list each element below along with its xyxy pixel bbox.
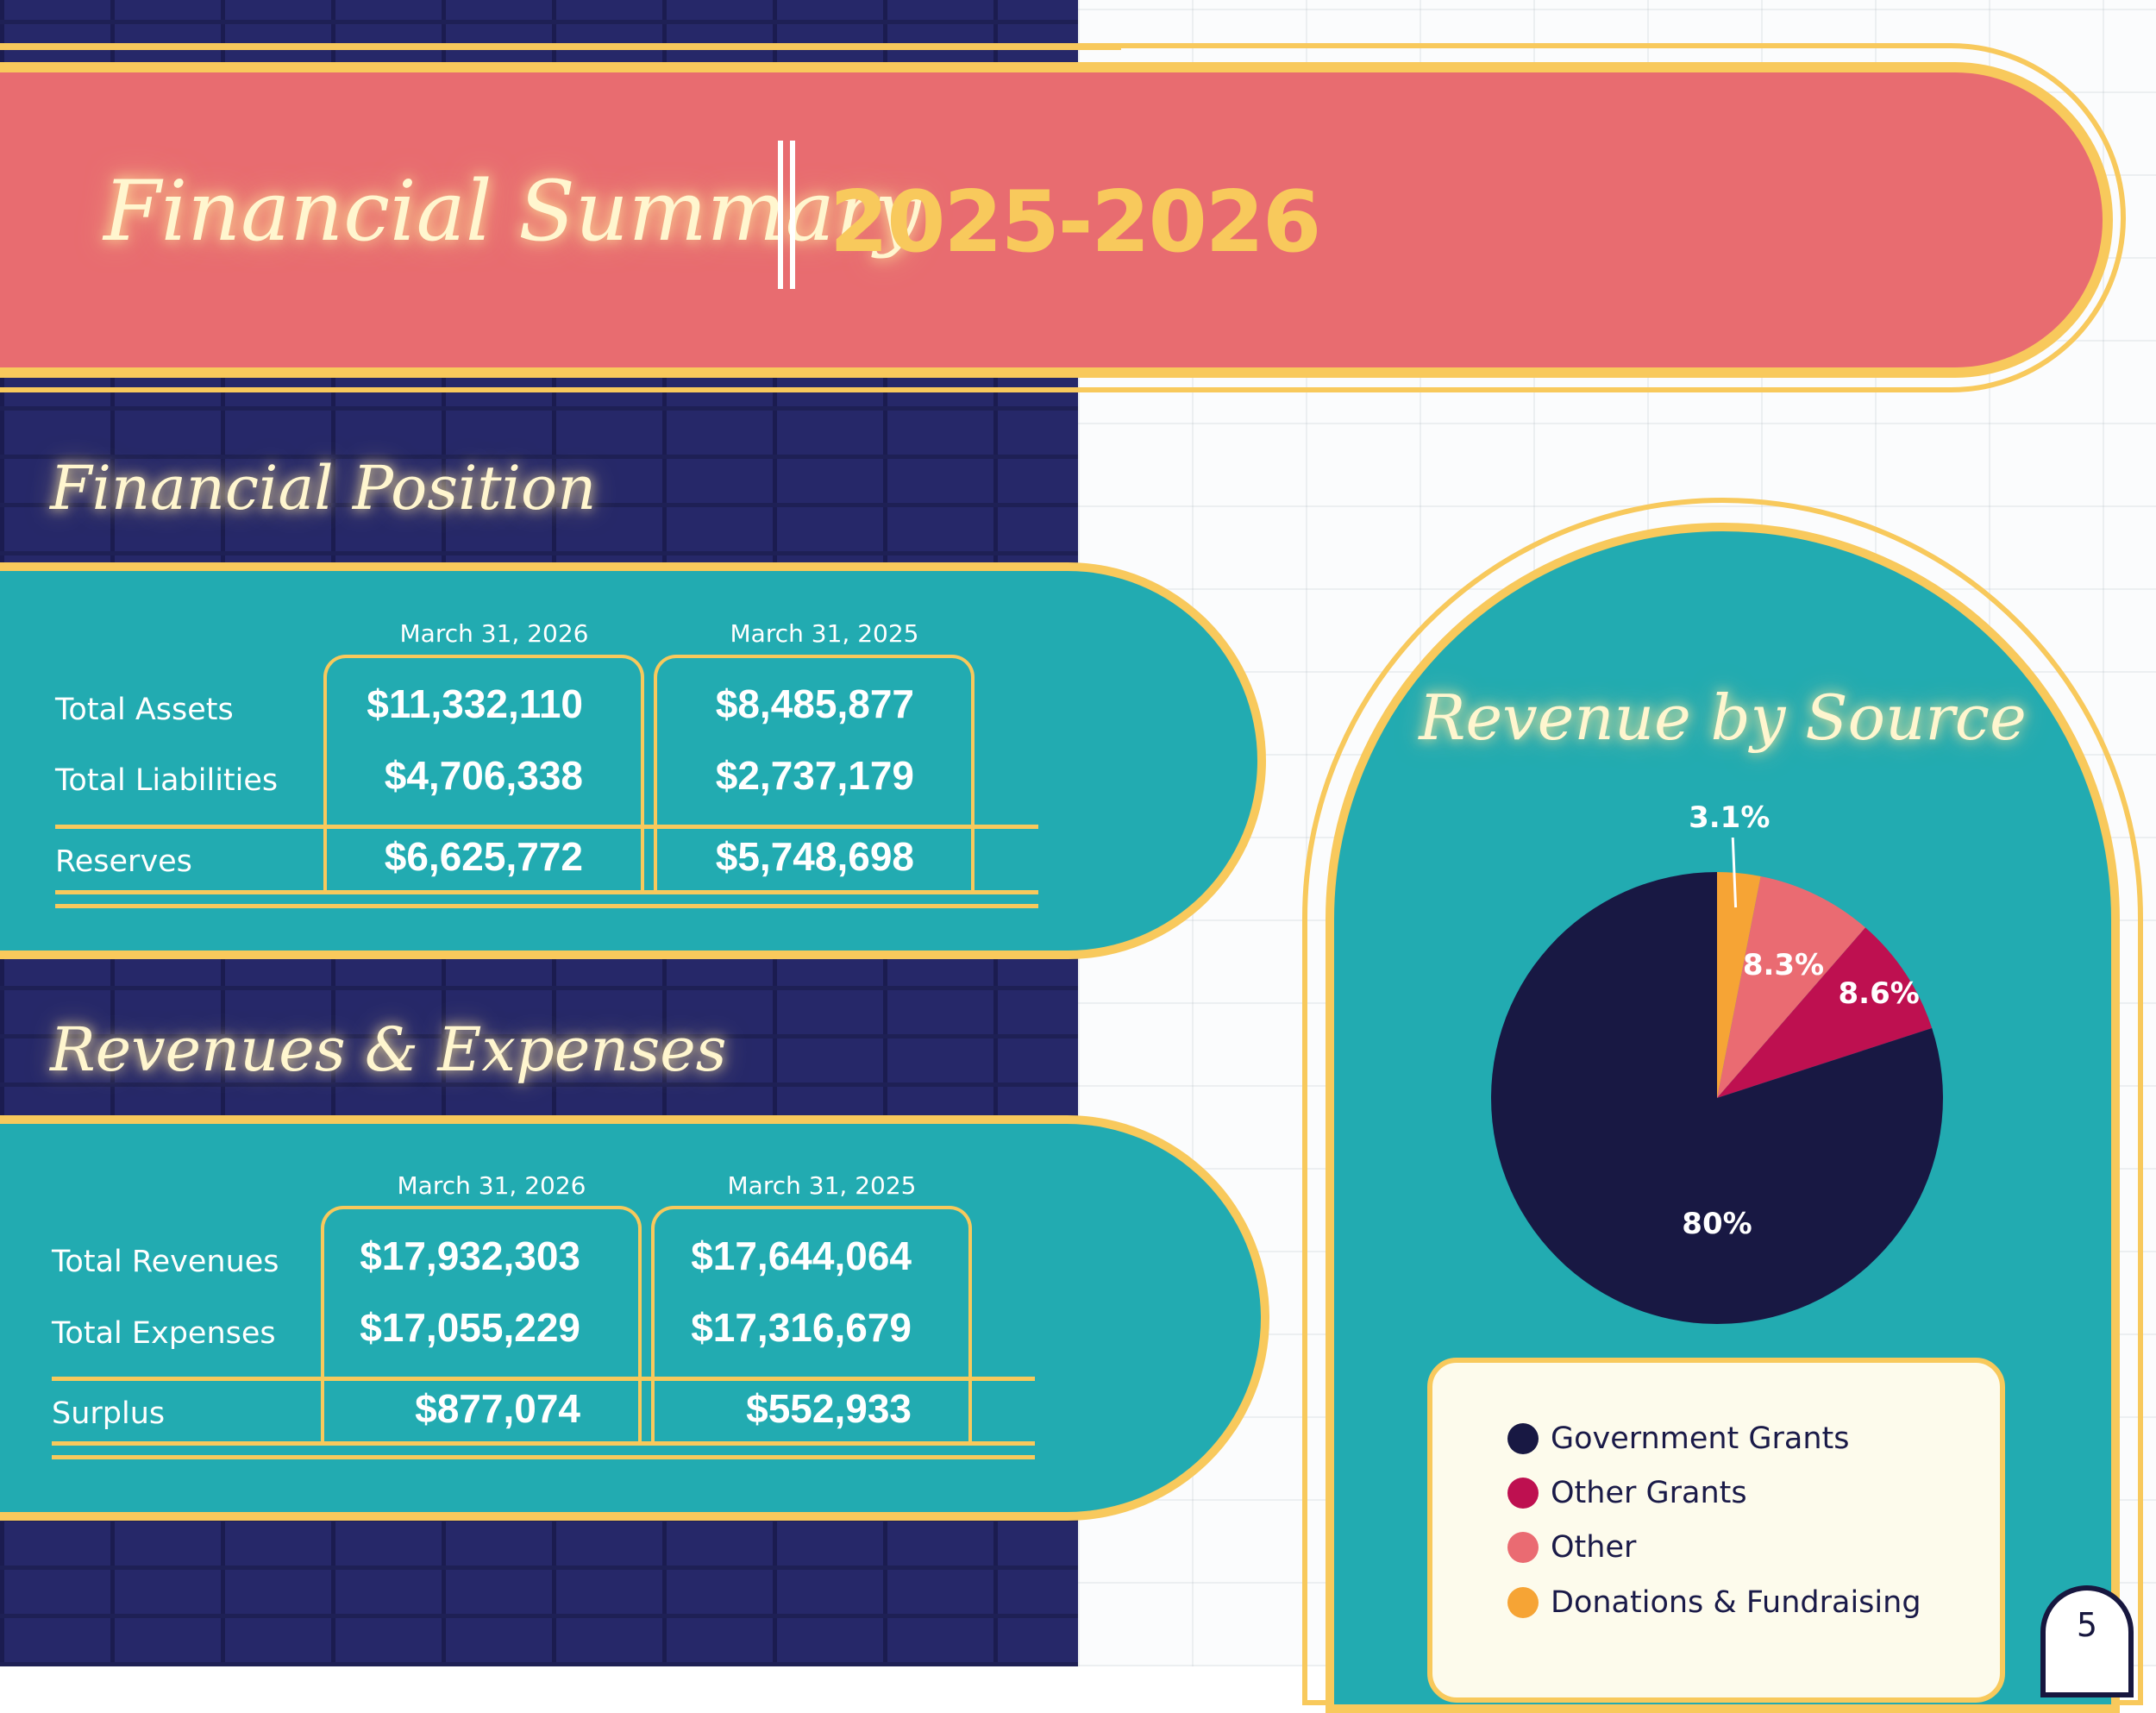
legend-label: Other Grants [1551, 1476, 1747, 1510]
legend-label: Donations & Fundraising [1551, 1585, 1921, 1620]
header-banner [0, 62, 2113, 378]
total-underline [52, 1455, 1035, 1459]
column-frame [651, 1206, 972, 1444]
slice-value-label: 3.1% [1689, 800, 1770, 835]
column-frame [321, 1206, 642, 1444]
total-underline [55, 904, 1038, 908]
value-cell: $11,332,110 [367, 681, 583, 726]
pie-slice [1491, 872, 1943, 1324]
legend-label: Government Grants [1551, 1421, 1850, 1456]
title-divider [778, 141, 795, 289]
legend-swatch [1507, 1478, 1539, 1509]
legend-label: Other [1551, 1530, 1637, 1565]
row-label: Total Revenues [52, 1245, 279, 1279]
slice-value-label: 8.3% [1743, 948, 1824, 982]
financial-position-heading: Financial Position [50, 453, 597, 524]
row-label: Total Expenses [52, 1316, 276, 1351]
row-label: Surplus [52, 1396, 166, 1431]
value-cell: $2,737,179 [715, 753, 914, 798]
revenues-expenses-panel [0, 1115, 1269, 1521]
revenue-pie-chart: 3.1% 8.3% 8.6% 80% [1491, 800, 1943, 1324]
value-cell: $877,074 [415, 1386, 580, 1431]
column-frame [654, 655, 975, 893]
chart-legend [1427, 1358, 2005, 1703]
value-cell: $4,706,338 [384, 753, 583, 798]
pie-slice [1717, 927, 1933, 1098]
column-header: March 31, 2025 [730, 619, 919, 648]
column-header: March 31, 2026 [397, 1171, 586, 1200]
value-cell: $552,933 [746, 1386, 912, 1431]
pie-slice [1717, 872, 1761, 1098]
divider-line [52, 1377, 1035, 1381]
total-underline [55, 890, 1038, 894]
value-cell: $8,485,877 [715, 681, 914, 726]
value-cell: $17,644,064 [691, 1233, 912, 1278]
value-cell: $17,932,303 [360, 1233, 580, 1278]
pie-slice [1717, 875, 1866, 1098]
banner-outline [0, 43, 2126, 392]
slice-value-label: 80% [1682, 1207, 1752, 1241]
value-cell: $17,055,229 [360, 1305, 580, 1350]
row-label: Reserves [55, 844, 192, 879]
page-number: 5 [2076, 1606, 2098, 1644]
divider-line [55, 825, 1038, 829]
column-frame [323, 655, 644, 893]
legend-swatch [1507, 1587, 1539, 1618]
revenues-expenses-heading: Revenues & Expenses [50, 1014, 727, 1085]
row-label: Total Assets [55, 693, 234, 727]
column-header: March 31, 2025 [727, 1171, 917, 1200]
total-underline [52, 1441, 1035, 1446]
legend-swatch [1507, 1532, 1539, 1563]
slice-value-label: 8.6% [1839, 976, 1920, 1011]
column-header: March 31, 2026 [399, 619, 589, 648]
legend-swatch [1507, 1423, 1539, 1454]
label-leader-line [1731, 837, 1738, 908]
value-cell: $5,748,698 [715, 834, 914, 879]
value-cell: $6,625,772 [384, 834, 583, 879]
row-label: Total Liabilities [55, 763, 279, 798]
page-title: Financial Summary [103, 163, 922, 260]
value-cell: $17,316,679 [691, 1305, 912, 1350]
chart-title: Revenue by Source [1419, 681, 2027, 754]
fiscal-year: 2025-2026 [830, 173, 1321, 272]
